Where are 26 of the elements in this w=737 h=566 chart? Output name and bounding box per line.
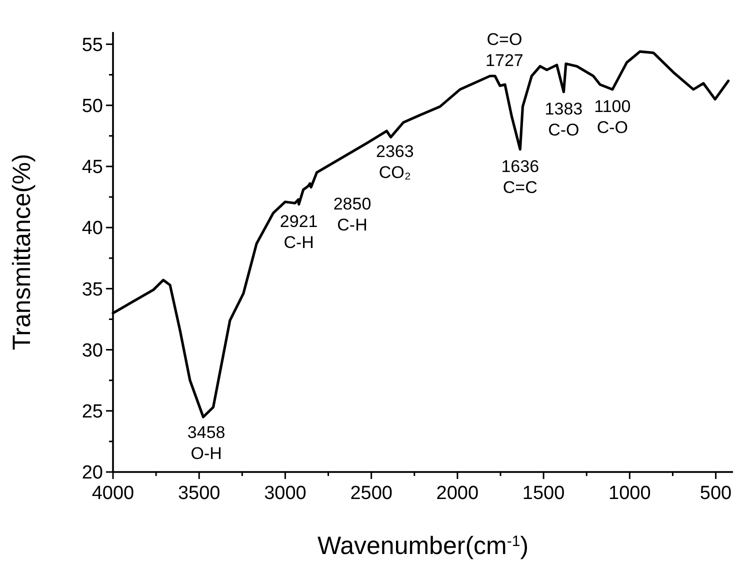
- annotation: C=O 1727: [486, 30, 524, 70]
- y-tick-label: 50: [82, 96, 103, 117]
- y-tick-label: 25: [82, 402, 103, 423]
- annotation: 1383 C-O: [544, 99, 583, 140]
- y-tick-label: 40: [82, 218, 103, 240]
- y-axis-title: Transmittance(%): [8, 154, 36, 350]
- x-tick-label: 4000: [92, 483, 134, 504]
- y-tick-label: 30: [82, 340, 103, 362]
- x-tick-label: 3500: [178, 483, 220, 504]
- x-tick-label: 3000: [264, 483, 306, 504]
- y-tick-label: 45: [82, 157, 103, 178]
- annotation: 2921 C-H: [280, 212, 318, 252]
- x-tick-label: 2000: [436, 483, 479, 504]
- y-tick-label: 35: [82, 279, 103, 300]
- annotation: 2850 C-H: [333, 194, 372, 235]
- x-tick-label: 2500: [350, 483, 392, 504]
- annotation: 1636 C=C: [501, 156, 540, 197]
- y-tick-label: 55: [82, 34, 103, 56]
- y-tick-label: 20: [82, 462, 103, 484]
- annotation: 3458 O-H: [187, 423, 226, 464]
- x-tick-label: 1500: [522, 483, 565, 504]
- x-axis-title: Wavenumber(cm$^{-1}$): [317, 532, 529, 560]
- x-tick-label: 500: [700, 483, 732, 504]
- annotation: 1100 C-O: [594, 96, 631, 137]
- x-tick-label: 1000: [608, 483, 651, 504]
- annotation: 2363 CO₂: [376, 142, 414, 182]
